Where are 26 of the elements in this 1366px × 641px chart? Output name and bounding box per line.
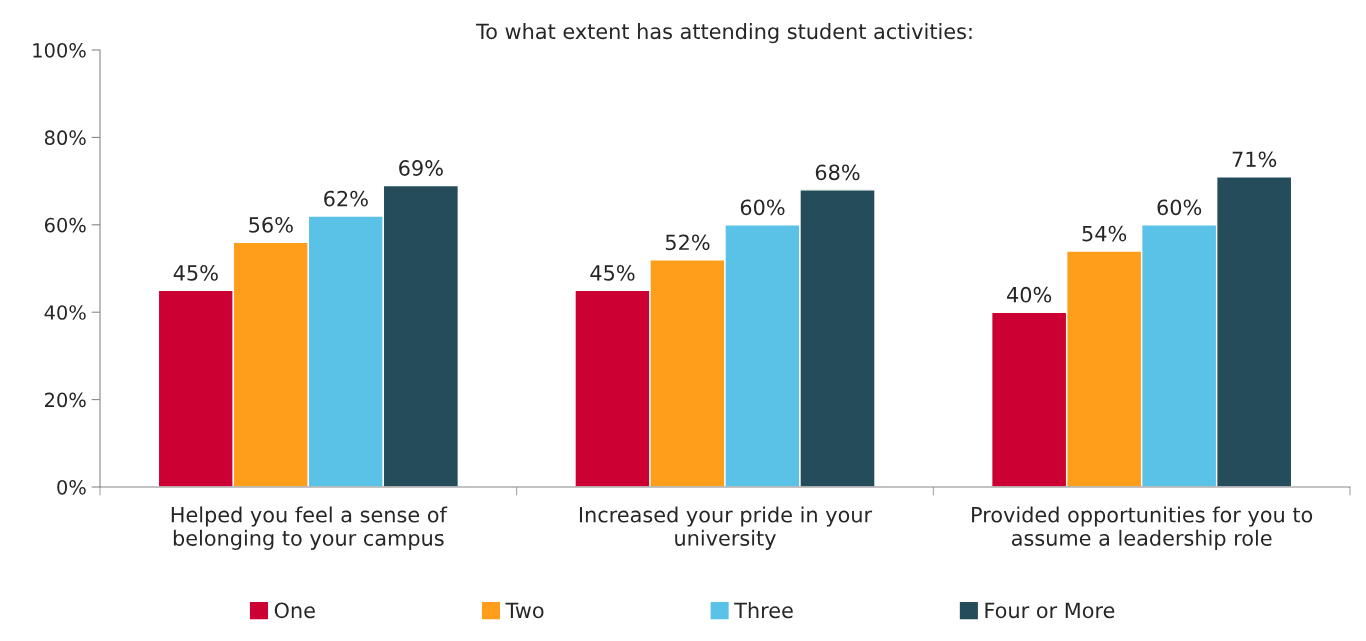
- y-tick-label: 80%: [44, 130, 86, 146]
- data-label: 56%: [249, 216, 293, 233]
- legend-label: Three: [734, 602, 793, 619]
- legend-label: Four or More: [985, 602, 1115, 619]
- x-tick-label: Provided opportunities for you to assume a leadership role: [972, 506, 1313, 550]
- data-label: 60%: [740, 199, 785, 216]
- chart-title: To what extent has attending student activities:: [475, 23, 972, 44]
- data-label: 60%: [1157, 199, 1202, 216]
- data-label: 40%: [1007, 286, 1052, 303]
- data-label: 45%: [590, 265, 635, 281]
- legend-label: Two: [505, 602, 544, 619]
- y-tick-label: 20%: [45, 392, 86, 408]
- legend-label: One: [274, 602, 315, 619]
- data-label: 69%: [399, 160, 443, 176]
- data-label: 52%: [665, 234, 710, 251]
- data-label: 54%: [1082, 225, 1127, 242]
- y-tick-label: 40%: [44, 305, 86, 320]
- y-tick-label: 100%: [33, 42, 86, 58]
- data-label: 45%: [173, 265, 218, 281]
- x-tick-label: Increased your pride in your university: [579, 506, 873, 550]
- y-tick-label: 0%: [57, 479, 86, 495]
- y-tick-label: 60%: [44, 217, 86, 233]
- data-label: 62%: [324, 190, 368, 207]
- data-label: 71%: [1232, 151, 1277, 168]
- data-label: 68%: [815, 164, 860, 181]
- x-tick-label: Helped you feel a sense of belonging to your campus: [171, 506, 448, 550]
